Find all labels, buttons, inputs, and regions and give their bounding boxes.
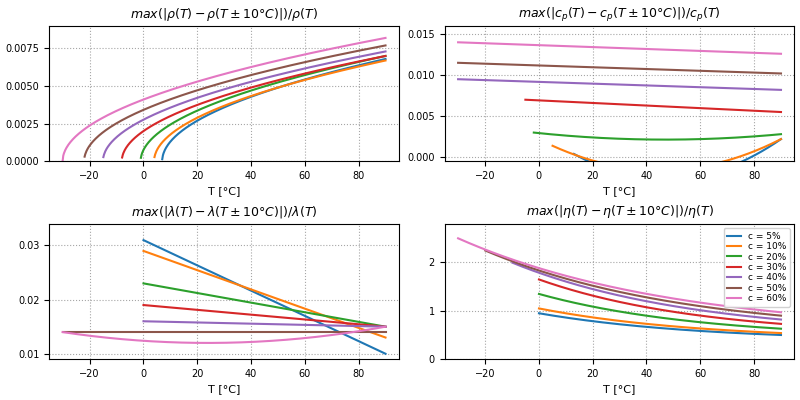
c = 30% bbox=[628, 302, 638, 307]
Title: $max(|c_p(T) - c_p(T \pm 10°C)|)/c_p(T)$: $max(|c_p(T) - c_p(T \pm 10°C)|)/c_p(T)$ bbox=[518, 6, 721, 24]
c = 40% bbox=[628, 296, 638, 301]
c = 30% bbox=[769, 321, 778, 326]
X-axis label: T [°C]: T [°C] bbox=[603, 384, 636, 394]
Title: $max(|\lambda(T) - \lambda(T \pm 10°C)|)/\lambda(T)$: $max(|\lambda(T) - \lambda(T \pm 10°C)|)… bbox=[131, 204, 318, 220]
c = 60% bbox=[769, 309, 778, 314]
c = 20% bbox=[769, 326, 778, 331]
c = 10% bbox=[769, 330, 778, 335]
c = 10% bbox=[646, 322, 655, 327]
c = 40% bbox=[718, 311, 727, 316]
c = 5% bbox=[628, 323, 638, 328]
Line: c = 30%: c = 30% bbox=[539, 280, 781, 324]
c = 10% bbox=[609, 318, 618, 322]
c = 60% bbox=[776, 310, 786, 315]
c = 5% bbox=[609, 321, 618, 326]
c = 20% bbox=[609, 308, 618, 313]
Legend: c = 5%, c = 10%, c = 20%, c = 30%, c = 40%, c = 50%, c = 60%: c = 5%, c = 10%, c = 20%, c = 30%, c = 4… bbox=[723, 228, 790, 307]
c = 20% bbox=[606, 308, 616, 312]
Title: $max(|\eta(T) - \eta(T \pm 10°C)|)/\eta(T)$: $max(|\eta(T) - \eta(T \pm 10°C)|)/\eta(… bbox=[526, 204, 714, 220]
c = 5% bbox=[769, 332, 778, 337]
Line: c = 50%: c = 50% bbox=[486, 250, 781, 316]
c = 60% bbox=[606, 284, 616, 289]
X-axis label: T [°C]: T [°C] bbox=[208, 186, 240, 196]
c = 30% bbox=[718, 316, 727, 321]
c = 60% bbox=[646, 292, 655, 297]
c = 20% bbox=[776, 326, 786, 331]
c = 50% bbox=[769, 312, 778, 317]
c = 30% bbox=[646, 306, 655, 310]
Line: c = 20%: c = 20% bbox=[539, 294, 781, 329]
c = 50% bbox=[718, 307, 727, 312]
c = 50% bbox=[606, 288, 616, 292]
c = 40% bbox=[769, 316, 778, 321]
c = 20% bbox=[718, 322, 727, 327]
c = 10% bbox=[776, 331, 786, 336]
c = 40% bbox=[646, 300, 655, 304]
Line: c = 10%: c = 10% bbox=[539, 308, 781, 333]
c = 5% bbox=[606, 321, 616, 326]
c = 60% bbox=[609, 285, 618, 290]
c = 60% bbox=[454, 236, 463, 241]
Line: c = 40%: c = 40% bbox=[513, 263, 781, 320]
c = 50% bbox=[609, 288, 618, 293]
c = 30% bbox=[606, 298, 616, 302]
c = 10% bbox=[606, 318, 616, 322]
c = 10% bbox=[628, 320, 638, 325]
X-axis label: T [°C]: T [°C] bbox=[208, 384, 240, 394]
c = 40% bbox=[609, 292, 618, 297]
c = 60% bbox=[628, 289, 638, 294]
c = 30% bbox=[609, 298, 618, 303]
c = 20% bbox=[646, 314, 655, 319]
c = 20% bbox=[628, 311, 638, 316]
Line: c = 5%: c = 5% bbox=[539, 313, 781, 335]
c = 40% bbox=[776, 317, 786, 322]
c = 60% bbox=[718, 303, 727, 308]
c = 10% bbox=[718, 328, 727, 332]
c = 30% bbox=[776, 322, 786, 326]
c = 5% bbox=[718, 330, 727, 335]
c = 40% bbox=[606, 291, 616, 296]
c = 50% bbox=[628, 292, 638, 297]
c = 50% bbox=[776, 313, 786, 318]
c = 50% bbox=[646, 296, 655, 300]
X-axis label: T [°C]: T [°C] bbox=[603, 186, 636, 196]
Line: c = 60%: c = 60% bbox=[458, 238, 781, 312]
Title: $max(|\rho(T) - \rho(T \pm 10°C)|)/\rho(T)$: $max(|\rho(T) - \rho(T \pm 10°C)|)/\rho(… bbox=[130, 6, 318, 22]
c = 5% bbox=[646, 325, 655, 330]
c = 5% bbox=[776, 332, 786, 337]
